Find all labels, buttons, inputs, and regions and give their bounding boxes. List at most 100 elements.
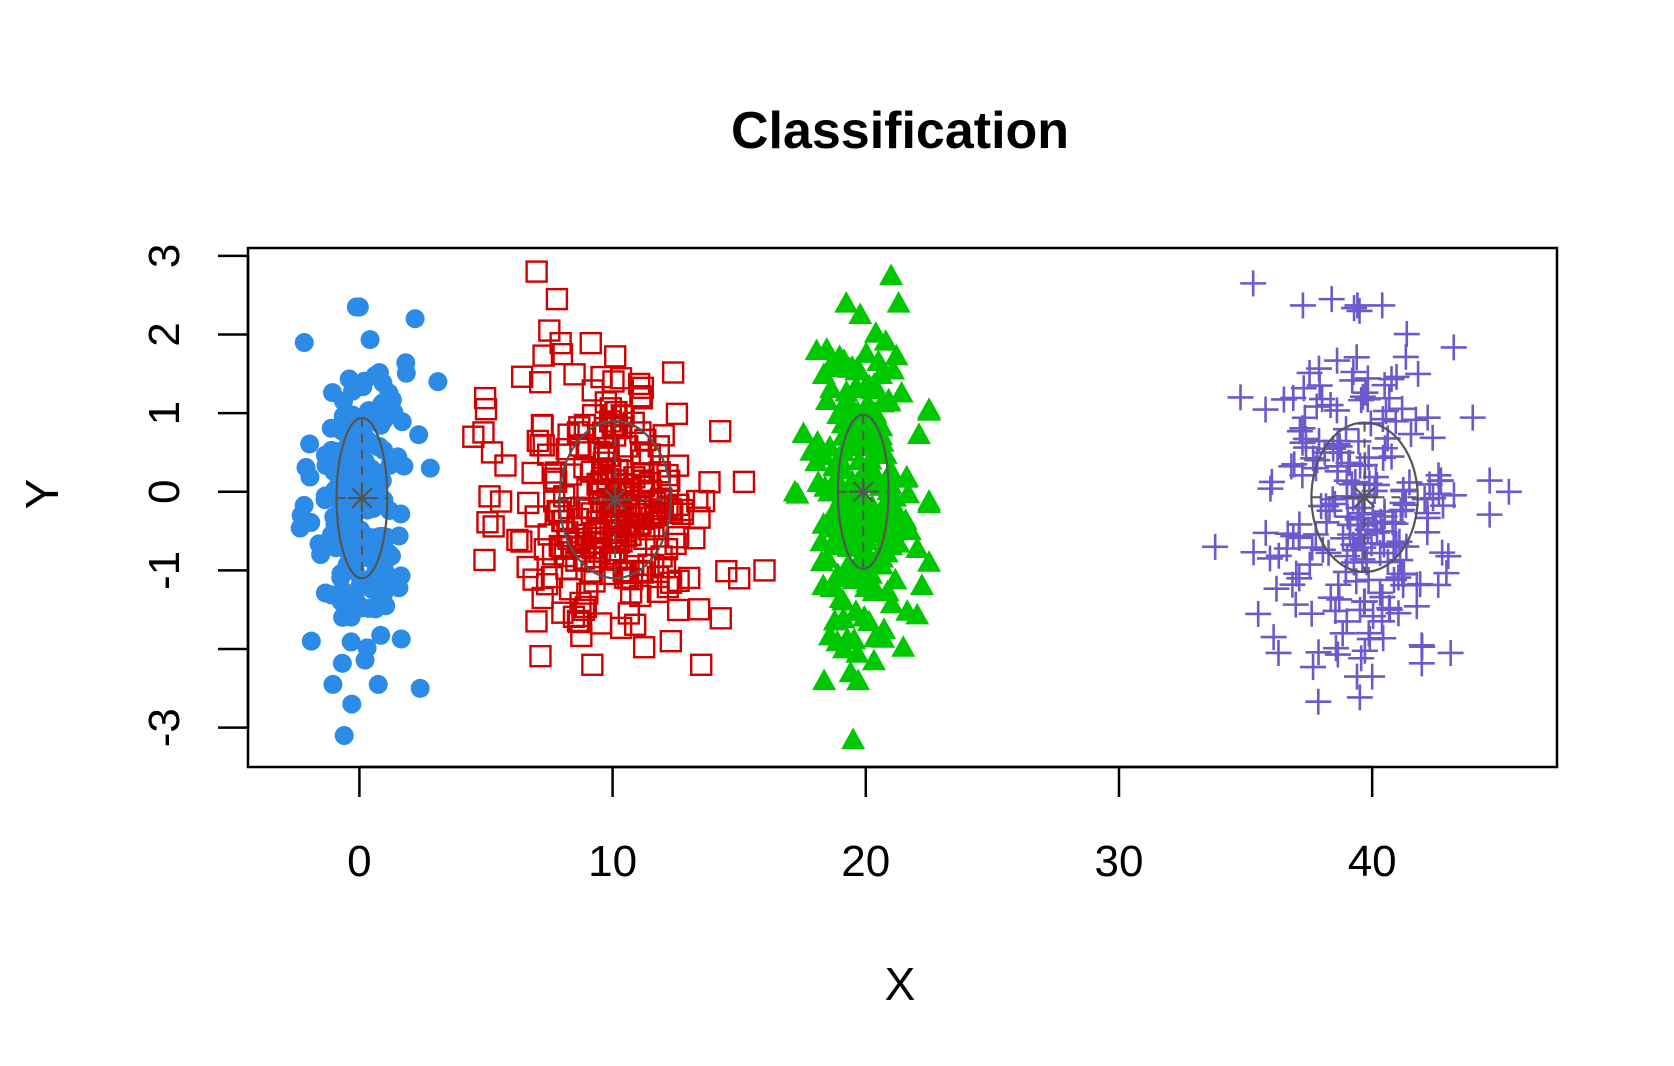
data-point	[531, 586, 554, 610]
data-point	[864, 518, 889, 541]
data-point	[665, 402, 689, 426]
data-point	[1328, 439, 1355, 466]
data-point	[390, 567, 410, 587]
data-point	[602, 370, 625, 393]
data-point	[1390, 561, 1417, 588]
data-point	[828, 586, 853, 608]
data-point	[598, 562, 622, 586]
data-point	[871, 535, 896, 558]
data-point	[886, 291, 911, 313]
data-point	[880, 357, 905, 380]
data-point	[1258, 468, 1285, 495]
data-point	[852, 376, 877, 399]
data-point	[1367, 579, 1394, 606]
data-point	[544, 461, 568, 484]
data-point	[905, 536, 930, 558]
data-point	[550, 342, 574, 366]
data-point	[346, 434, 366, 454]
data-point	[656, 575, 680, 599]
data-point	[809, 443, 834, 466]
data-point	[852, 604, 877, 627]
data-point	[1351, 588, 1378, 615]
data-point	[559, 463, 583, 486]
data-point	[879, 263, 904, 286]
data-point	[581, 537, 604, 560]
data-point	[709, 420, 732, 443]
data-point	[351, 548, 371, 568]
x-tick-label: 10	[588, 837, 637, 886]
data-point	[884, 343, 909, 366]
data-point	[848, 302, 873, 325]
data-point	[848, 500, 873, 522]
data-point	[1349, 383, 1376, 410]
data-point	[300, 467, 320, 487]
data-point	[586, 472, 609, 496]
data-point	[1298, 600, 1325, 627]
data-point	[1348, 500, 1375, 527]
data-point	[1361, 477, 1388, 504]
data-point	[1379, 509, 1406, 536]
data-point	[1414, 519, 1441, 546]
data-point	[842, 406, 867, 429]
data-point	[866, 349, 891, 371]
data-point	[841, 727, 866, 750]
data-point	[480, 441, 504, 464]
data-point	[1370, 625, 1397, 652]
data-point	[532, 344, 555, 367]
data-point	[1202, 533, 1229, 560]
data-point	[365, 365, 385, 385]
data-point	[1289, 429, 1316, 456]
data-point	[648, 489, 671, 513]
data-point	[629, 559, 652, 583]
data-point	[1349, 546, 1376, 573]
data-point	[601, 414, 624, 437]
data-point	[1309, 536, 1336, 563]
data-point	[627, 372, 651, 396]
data-point	[1420, 485, 1447, 512]
data-point	[896, 481, 921, 504]
data-point	[1387, 547, 1414, 574]
data-point	[823, 496, 848, 518]
data-point	[629, 385, 652, 408]
data-point	[1369, 584, 1396, 611]
data-point	[355, 650, 375, 670]
data-point	[410, 678, 430, 698]
data-point	[609, 616, 633, 640]
data-point	[1280, 523, 1307, 550]
y-tick-label: 0	[140, 480, 189, 504]
x-tick-label: 40	[1348, 837, 1397, 886]
data-point	[531, 414, 554, 437]
data-point	[835, 626, 860, 649]
data-point	[1419, 424, 1446, 451]
data-point	[623, 613, 647, 636]
data-point	[1389, 395, 1416, 422]
data-point	[420, 458, 440, 478]
data-point	[805, 430, 830, 452]
data-point	[652, 424, 675, 447]
data-point	[1393, 321, 1420, 348]
data-point	[494, 454, 517, 477]
data-point	[1414, 404, 1441, 431]
data-point	[1282, 591, 1309, 618]
data-point	[809, 549, 834, 572]
data-point	[605, 505, 629, 528]
data-point	[1265, 639, 1292, 666]
data-point	[1289, 462, 1316, 489]
data-point	[360, 330, 380, 350]
data-point	[909, 573, 934, 595]
data-point	[1300, 654, 1327, 681]
cluster-ellipses	[335, 413, 1419, 580]
data-point	[1398, 421, 1425, 448]
data-point	[590, 365, 613, 389]
data-point	[597, 437, 620, 460]
data-point	[316, 455, 336, 475]
chart-title: Classification	[731, 102, 1069, 160]
data-point	[388, 447, 408, 467]
data-point	[506, 528, 529, 552]
data-point	[1378, 366, 1405, 393]
cluster-center-marker	[601, 485, 630, 514]
data-point	[858, 562, 883, 584]
data-point	[1317, 584, 1344, 611]
data-point	[1324, 347, 1351, 374]
data-point	[291, 505, 311, 525]
